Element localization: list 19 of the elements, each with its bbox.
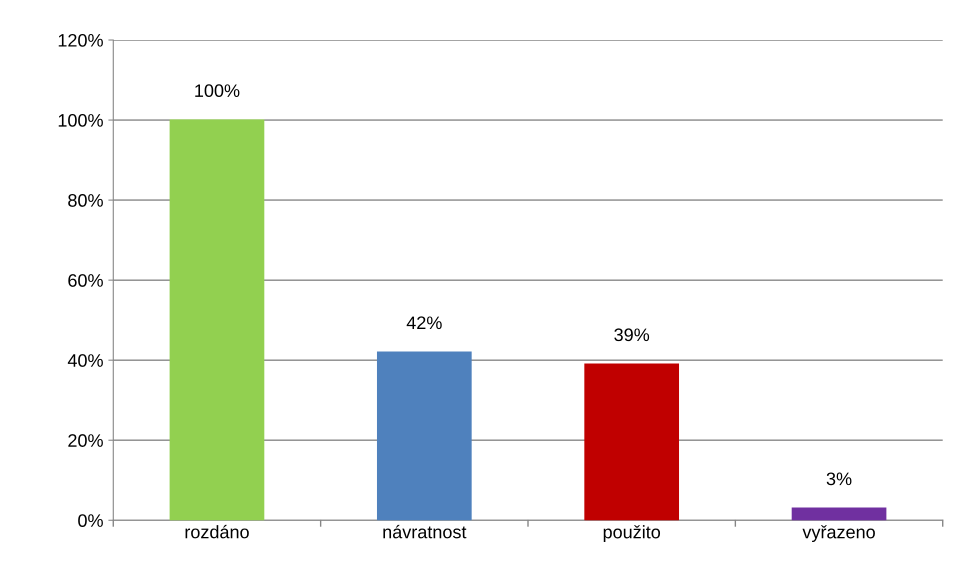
data-label: 39% [614,328,650,342]
x-tick-label: rozdáno [186,524,249,538]
x-tick-label: návratnost [383,524,466,538]
y-tick-label: 20% [68,434,103,447]
data-label: 3% [826,472,852,486]
y-tick-label: 40% [68,354,103,367]
y-tick-label: 100% [58,114,103,127]
data-label: 100% [195,84,240,98]
bar [170,119,264,520]
bar [376,351,472,520]
y-tick-label: 80% [68,194,103,207]
x-tick-label: vyřazeno [802,525,875,542]
bar [792,508,886,520]
y-tick-label: 120% [58,34,103,47]
bar [584,363,680,520]
data-label: 42% [406,316,442,330]
y-tick-label: 0% [78,514,103,527]
y-tick-label: 60% [68,274,103,287]
x-tick-label: použito [604,525,660,542]
